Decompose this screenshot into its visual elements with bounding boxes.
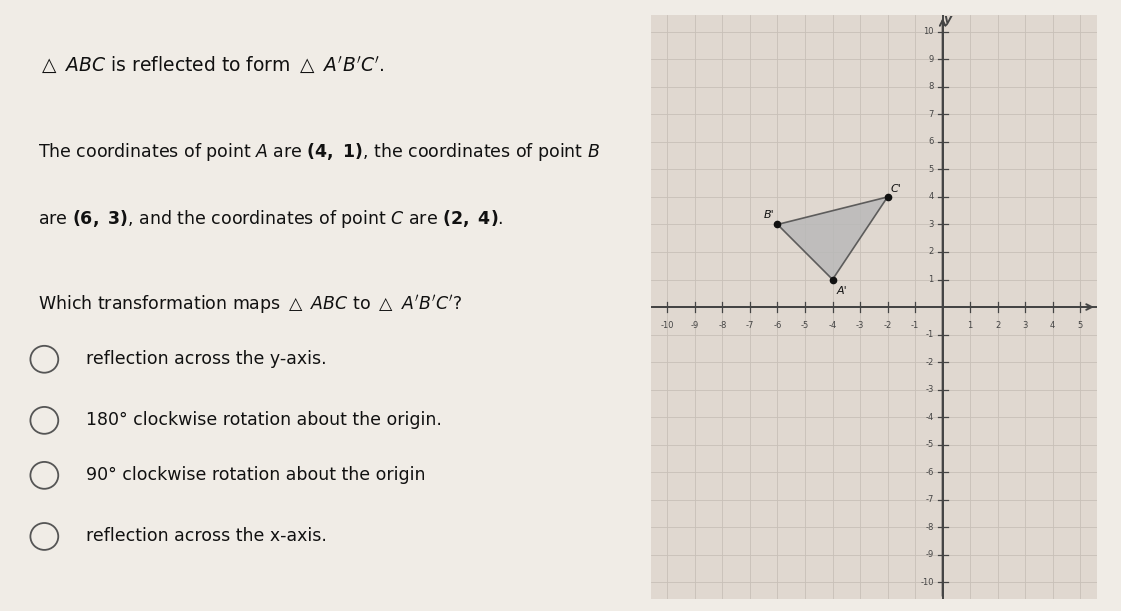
Text: -5: -5 bbox=[800, 321, 809, 330]
Text: -6: -6 bbox=[773, 321, 781, 330]
Text: The coordinates of point $\mathit{A}$ are $\mathbf{(4,\ 1)}$, the coordinates of: The coordinates of point $\mathit{A}$ ar… bbox=[38, 141, 600, 163]
Text: -8: -8 bbox=[926, 523, 934, 532]
Text: -1: -1 bbox=[926, 330, 934, 339]
Text: 10: 10 bbox=[924, 27, 934, 36]
Text: Which transformation maps $\triangle\ \mathit{ABC}$ to $\triangle\ \mathit{A'B'C: Which transformation maps $\triangle\ \m… bbox=[38, 293, 462, 316]
Text: 6: 6 bbox=[928, 137, 934, 147]
Text: -4: -4 bbox=[926, 412, 934, 422]
Text: -2: -2 bbox=[883, 321, 891, 330]
Text: reflection across the y-axis.: reflection across the y-axis. bbox=[85, 350, 326, 368]
Text: A': A' bbox=[836, 287, 847, 296]
Text: 1: 1 bbox=[967, 321, 973, 330]
Text: -6: -6 bbox=[926, 467, 934, 477]
Text: reflection across the x-axis.: reflection across the x-axis. bbox=[85, 527, 326, 546]
Text: 1: 1 bbox=[928, 275, 934, 284]
Text: -3: -3 bbox=[855, 321, 864, 330]
Text: -10: -10 bbox=[920, 578, 934, 587]
Text: are $\mathbf{(6,\ 3)}$, and the coordinates of point $\mathit{C}$ are $\mathbf{(: are $\mathbf{(6,\ 3)}$, and the coordina… bbox=[38, 208, 503, 230]
Text: -4: -4 bbox=[828, 321, 836, 330]
Text: y: y bbox=[944, 13, 952, 26]
Text: 2: 2 bbox=[995, 321, 1000, 330]
Text: 180° clockwise rotation about the origin.: 180° clockwise rotation about the origin… bbox=[85, 411, 442, 430]
Text: -8: -8 bbox=[719, 321, 726, 330]
Text: C': C' bbox=[891, 184, 901, 194]
Text: -7: -7 bbox=[745, 321, 754, 330]
Text: -9: -9 bbox=[926, 551, 934, 559]
Text: 90° clockwise rotation about the origin: 90° clockwise rotation about the origin bbox=[85, 466, 425, 485]
Text: 2: 2 bbox=[928, 247, 934, 257]
Text: -9: -9 bbox=[691, 321, 700, 330]
Text: 5: 5 bbox=[928, 165, 934, 174]
Text: 8: 8 bbox=[928, 82, 934, 91]
Text: 3: 3 bbox=[928, 220, 934, 229]
Text: 7: 7 bbox=[928, 110, 934, 119]
Text: -2: -2 bbox=[926, 357, 934, 367]
Text: -3: -3 bbox=[926, 385, 934, 394]
Text: -7: -7 bbox=[926, 495, 934, 504]
Text: 3: 3 bbox=[1022, 321, 1028, 330]
Text: -10: -10 bbox=[660, 321, 674, 330]
Text: -1: -1 bbox=[911, 321, 919, 330]
Text: 9: 9 bbox=[928, 55, 934, 64]
Text: 4: 4 bbox=[928, 192, 934, 202]
Text: $\triangle\ \mathit{ABC}$ is reflected to form $\triangle\ \mathit{A'B'C'}$.: $\triangle\ \mathit{ABC}$ is reflected t… bbox=[38, 55, 385, 76]
Text: 4: 4 bbox=[1050, 321, 1055, 330]
Polygon shape bbox=[778, 197, 888, 279]
Text: 5: 5 bbox=[1077, 321, 1083, 330]
Text: -5: -5 bbox=[926, 440, 934, 449]
Text: B': B' bbox=[765, 210, 775, 221]
